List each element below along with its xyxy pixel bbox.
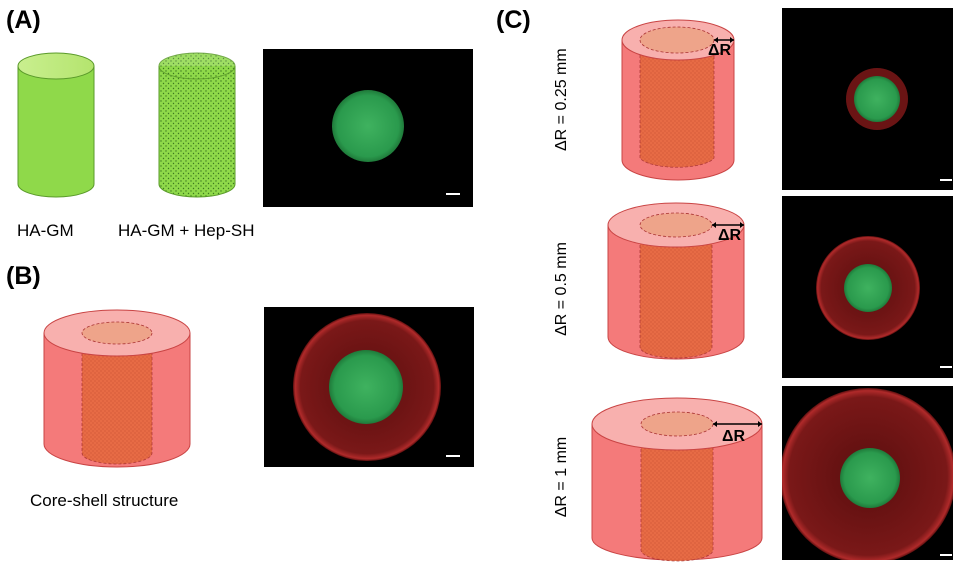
caption-core-shell: Core-shell structure bbox=[30, 491, 179, 510]
panel-b-label: (B) bbox=[6, 262, 41, 290]
core-shell-cylinder-icon bbox=[621, 19, 735, 181]
core-shell-cylinder-icon bbox=[43, 309, 191, 468]
scale-bar bbox=[940, 366, 952, 368]
micrograph-b bbox=[264, 307, 474, 467]
core-shell-cylinder-icon bbox=[607, 202, 745, 360]
row-label-1: ΔR = 1 mm bbox=[553, 436, 570, 518]
delta-r-label: ΔR bbox=[722, 428, 746, 445]
scale-bar bbox=[940, 179, 952, 181]
micrograph-c2 bbox=[782, 196, 953, 378]
panel-a-label: (A) bbox=[6, 6, 41, 34]
row-label-05: ΔR = 0.5 mm bbox=[553, 242, 570, 336]
panel-c-label: (C) bbox=[496, 6, 531, 34]
core-shell-cylinder-icon bbox=[591, 397, 763, 562]
micrograph-c3 bbox=[782, 386, 953, 560]
dotted-cylinder-icon bbox=[158, 52, 236, 198]
scale-bar bbox=[446, 193, 460, 195]
micrograph-c1 bbox=[782, 8, 953, 190]
scale-bar bbox=[940, 554, 952, 556]
label-ha-gm: HA-GM bbox=[17, 221, 74, 240]
label-ha-gm-hep-sh: HA-GM + Hep-SH bbox=[118, 221, 255, 240]
row-label-025: ΔR = 0.25 mm bbox=[553, 48, 570, 151]
scale-bar bbox=[446, 455, 460, 457]
delta-r-label: ΔR bbox=[718, 227, 742, 244]
micrograph-a bbox=[263, 49, 473, 207]
delta-r-label: ΔR bbox=[708, 42, 732, 59]
solid-cylinder-icon bbox=[17, 52, 95, 198]
